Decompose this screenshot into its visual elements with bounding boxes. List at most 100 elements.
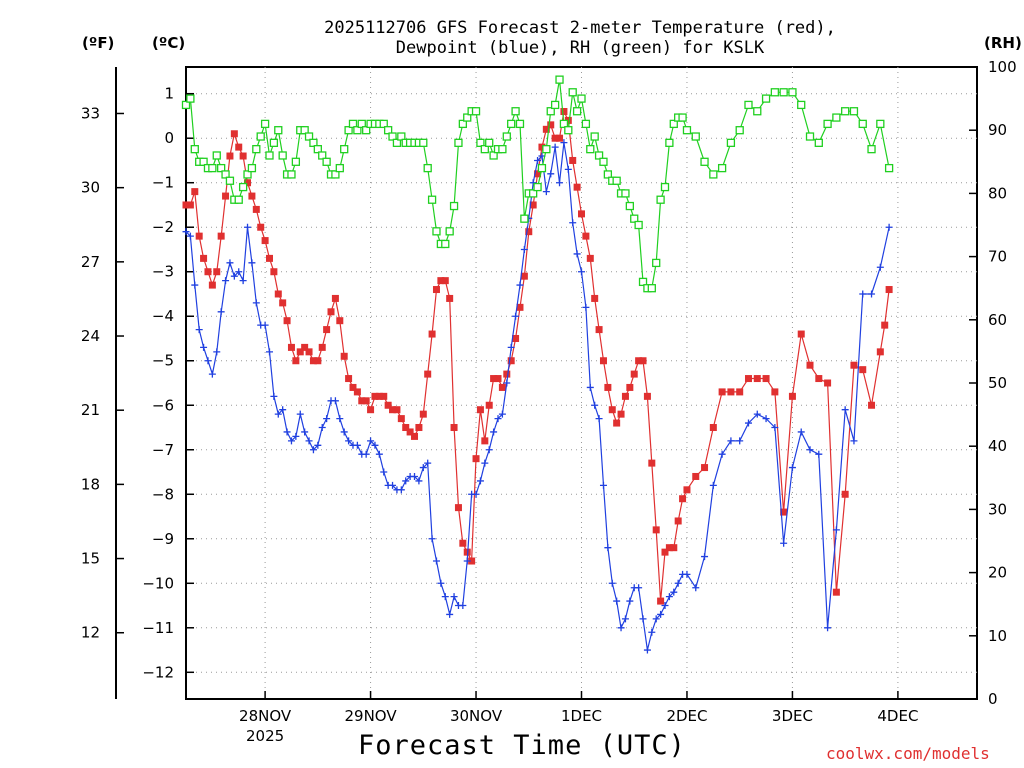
2-meter-temperature-point bbox=[868, 401, 876, 409]
2-meter-temperature-point bbox=[432, 286, 440, 294]
2-meter-temperature-point bbox=[648, 459, 656, 467]
rh-axis-label: (RH) bbox=[984, 34, 1022, 52]
rh-point bbox=[304, 132, 314, 141]
dewpoint-point bbox=[411, 472, 419, 480]
2-meter-temperature-point bbox=[630, 370, 638, 378]
rh-point bbox=[432, 227, 441, 236]
2-meter-temperature-point bbox=[380, 392, 388, 400]
2-meter-temperature-point bbox=[305, 348, 313, 356]
celsius-tick-label: −12 bbox=[142, 663, 174, 681]
dewpoint-point bbox=[283, 428, 291, 436]
rh-tick-label: 70 bbox=[988, 248, 1007, 266]
dewpoint-point bbox=[564, 165, 572, 173]
rh-point bbox=[665, 138, 674, 147]
2-meter-temperature-point bbox=[371, 392, 379, 400]
dewpoint-point bbox=[424, 459, 432, 467]
rh-point bbox=[735, 126, 744, 135]
rh-point bbox=[564, 126, 573, 135]
dewpoint-point bbox=[744, 419, 752, 427]
dewpoint-point bbox=[204, 357, 212, 365]
fahrenheit-tick-label: 24 bbox=[81, 327, 100, 345]
rh-point bbox=[753, 107, 762, 116]
rh-point bbox=[647, 284, 656, 293]
rh-point bbox=[876, 119, 885, 129]
2-meter-temperature-point bbox=[591, 294, 599, 302]
rh-point bbox=[770, 88, 780, 97]
2-meter-temperature-point bbox=[547, 121, 555, 129]
rh-point bbox=[463, 113, 472, 122]
rh-point bbox=[717, 163, 727, 173]
rh-point bbox=[489, 151, 498, 160]
dewpoint-point bbox=[547, 170, 555, 178]
2-meter-temperature-point bbox=[525, 228, 533, 236]
rh-point bbox=[322, 157, 331, 166]
dewpoint-point bbox=[806, 446, 814, 454]
dewpoint-point bbox=[868, 290, 876, 298]
dewpoint-point bbox=[657, 610, 665, 618]
dewpoint-point bbox=[472, 490, 480, 498]
dewpoint-point bbox=[292, 432, 300, 440]
dewpoint-point bbox=[301, 428, 309, 436]
rh-point bbox=[542, 145, 551, 154]
rh-tick-label: 60 bbox=[988, 311, 1007, 329]
dewpoint-point bbox=[309, 446, 317, 454]
rh-point bbox=[630, 214, 639, 223]
dewpoint-point bbox=[582, 303, 590, 311]
fahrenheit-tick-label: 21 bbox=[81, 401, 100, 419]
rh-point bbox=[471, 107, 481, 116]
2-meter-temperature-point bbox=[200, 254, 208, 262]
2-meter-temperature-point bbox=[582, 232, 590, 240]
2-meter-temperature-point bbox=[358, 397, 366, 405]
dewpoint-point bbox=[701, 553, 709, 561]
rh-point bbox=[423, 163, 432, 173]
dewpoint-point bbox=[788, 464, 796, 472]
dewpoint-point bbox=[595, 415, 603, 423]
rh-point bbox=[458, 119, 468, 129]
2-meter-temperature-point bbox=[270, 268, 278, 276]
dewpoint-point bbox=[340, 428, 348, 436]
rh-point bbox=[344, 126, 353, 135]
2-meter-temperature-point bbox=[314, 357, 322, 365]
rh-point bbox=[318, 151, 327, 160]
dewpoint-point bbox=[551, 143, 559, 151]
dewpoint-point bbox=[626, 597, 634, 605]
2-meter-temperature-point bbox=[437, 277, 445, 285]
dewpoint-point bbox=[274, 410, 282, 418]
dewpoint-point bbox=[367, 437, 375, 445]
rh-point bbox=[392, 138, 402, 147]
2-meter-temperature-point bbox=[485, 401, 493, 409]
rh-point bbox=[388, 132, 397, 141]
dewpoint-point bbox=[419, 464, 427, 472]
rh-point bbox=[181, 100, 191, 110]
2-meter-temperature-point bbox=[797, 330, 805, 338]
2-meter-temperature-point bbox=[727, 388, 735, 396]
dewpoint-point bbox=[305, 437, 313, 445]
rh-point bbox=[634, 220, 643, 230]
celsius-tick-label: −2 bbox=[152, 218, 174, 236]
date-tick-label: 30NOV bbox=[450, 707, 503, 725]
dewpoint-point bbox=[520, 245, 528, 253]
2-meter-temperature-point bbox=[859, 366, 867, 374]
2-meter-temperature-point bbox=[560, 108, 568, 116]
rh-point bbox=[594, 151, 604, 160]
rh-point bbox=[568, 88, 577, 97]
dewpoint-point bbox=[824, 624, 832, 632]
rh-point bbox=[779, 88, 788, 97]
2-meter-temperature-point bbox=[327, 308, 335, 316]
rh-point bbox=[419, 138, 428, 147]
2-meter-temperature-point bbox=[516, 303, 524, 311]
rh-point bbox=[577, 94, 586, 103]
dewpoint-point bbox=[195, 326, 203, 334]
dewpoint-point bbox=[718, 450, 726, 458]
rh-point bbox=[427, 195, 437, 204]
date-tick-year-label: 2025 bbox=[246, 727, 284, 745]
rh-point bbox=[603, 170, 613, 179]
rh-point bbox=[340, 145, 349, 154]
2-meter-temperature-point bbox=[459, 539, 467, 547]
rh-point bbox=[291, 157, 301, 166]
2-meter-temperature-point bbox=[635, 357, 643, 365]
2-meter-temperature-point bbox=[885, 286, 893, 294]
dewpoint-point bbox=[753, 410, 761, 418]
2-meter-temperature-point bbox=[353, 388, 361, 396]
